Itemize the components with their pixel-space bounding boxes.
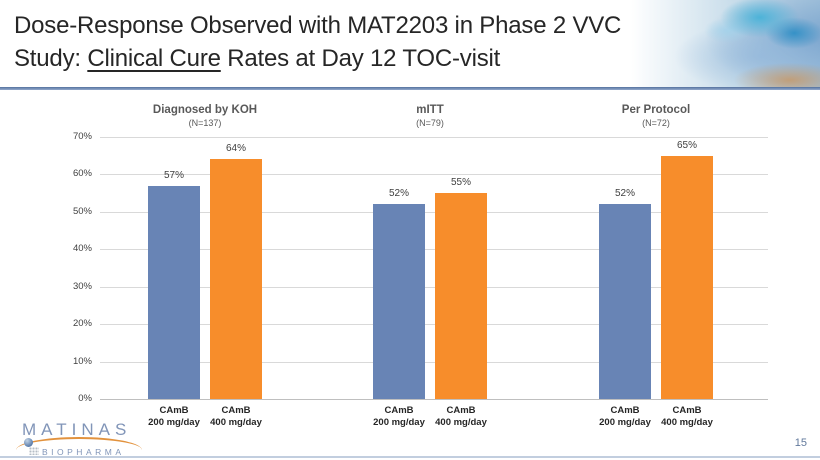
- x-axis-tick-line: 200 mg/day: [373, 417, 425, 428]
- title-line2-prefix: Study:: [14, 45, 88, 72]
- x-axis-tick-line: 400 mg/day: [210, 417, 262, 428]
- logo-wordmark: MATINAS: [22, 420, 132, 439]
- gridline: [100, 174, 768, 175]
- y-axis-tick-label: 40%: [72, 243, 92, 254]
- y-axis-tick-label: 60%: [72, 168, 92, 179]
- title-underlined-phrase: Clinical Cure: [87, 45, 221, 72]
- chart-group-n: (N=72): [642, 118, 670, 128]
- gridline: [100, 399, 768, 400]
- chart-group-n: (N=79): [416, 118, 444, 128]
- x-axis-tick-line: CAmB: [610, 405, 640, 416]
- title-line1: Dose-Response Observed with MAT2203 in P…: [14, 12, 622, 39]
- y-axis-tick-label: 0%: [78, 393, 92, 404]
- y-axis-tick-label: 70%: [72, 131, 92, 142]
- logo-sphere-icon: [24, 438, 33, 447]
- x-axis-tick-line: 200 mg/day: [599, 417, 651, 428]
- bar-value-label: 52%: [614, 188, 635, 199]
- chart-bar: [210, 159, 262, 399]
- bar-value-label: 52%: [388, 188, 409, 199]
- gridline: [100, 287, 768, 288]
- title-divider-line: [0, 87, 820, 90]
- slide-title: Dose-Response Observed with MAT2203 in P…: [14, 9, 644, 75]
- y-axis-tick-label: 50%: [72, 206, 92, 217]
- logo-subtitle: BIOPHARMA: [42, 447, 125, 457]
- chart-bar: [661, 156, 713, 399]
- x-axis-tick-label: CAmB 200 mg/day: [585, 405, 665, 429]
- chart-bar: [599, 204, 651, 399]
- x-axis-tick-line: CAmB: [384, 405, 414, 416]
- decorative-header-image: [605, 0, 820, 87]
- gridline: [100, 324, 768, 325]
- logo-swoosh-icon: [16, 437, 142, 450]
- title-line2-suffix: Rates at Day 12 TOC-visit: [220, 45, 501, 72]
- bar-value-label: 57%: [163, 170, 184, 181]
- x-axis-tick-line: 400 mg/day: [435, 417, 487, 428]
- chart-group-n: (N=137): [188, 118, 222, 128]
- x-axis-tick-line: CAmB: [159, 405, 189, 416]
- gridline: [100, 249, 768, 250]
- slide-page-number: 15: [794, 437, 807, 449]
- y-axis-tick-label: 10%: [72, 356, 92, 367]
- bar-value-label: 55%: [450, 177, 471, 188]
- footer-divider-line: [0, 456, 820, 458]
- chart-group-title: Diagnosed by KOH: [152, 104, 258, 116]
- x-axis-tick-line: 400 mg/day: [661, 417, 713, 428]
- chart-bar: [148, 186, 200, 399]
- gridline: [100, 362, 768, 363]
- x-axis-tick-line: CAmB: [446, 405, 476, 416]
- x-axis-tick-line: CAmB: [221, 405, 251, 416]
- gridline: [100, 212, 768, 213]
- x-axis-tick-label: CAmB 200 mg/day: [359, 405, 439, 429]
- chart-group-title: mITT: [416, 104, 444, 116]
- matinas-biopharma-logo: MATINAS BIOPHARMA: [14, 420, 154, 457]
- bar-value-label: 64%: [225, 143, 246, 154]
- logo-dot-cluster-icon: [29, 447, 39, 455]
- x-axis-tick-label: CAmB 400 mg/day: [196, 405, 276, 429]
- x-axis-tick-label: CAmB 400 mg/day: [421, 405, 501, 429]
- bar-value-label: 65%: [676, 140, 697, 151]
- x-axis-tick-line: 200 mg/day: [148, 417, 200, 428]
- x-axis-tick-line: CAmB: [672, 405, 702, 416]
- x-axis-tick-label: CAmB 400 mg/day: [647, 405, 727, 429]
- gridline: [100, 137, 768, 138]
- y-axis-tick-label: 20%: [72, 318, 92, 329]
- chart-group-title: Per Protocol: [621, 104, 691, 116]
- chart-bar: [373, 204, 425, 399]
- y-axis-tick-label: 30%: [72, 281, 92, 292]
- chart-bar: [435, 193, 487, 399]
- x-axis-tick-label: CAmB 200 mg/day: [134, 405, 214, 429]
